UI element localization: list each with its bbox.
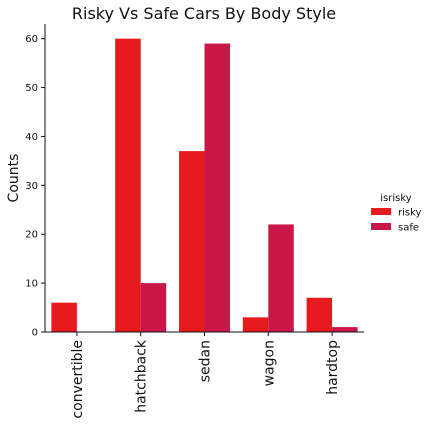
y-tick-label: 10 (25, 279, 38, 290)
bar-safe-sedan (204, 43, 231, 333)
bar-safe-hardtop (332, 327, 358, 332)
y-tick-label: 50 (25, 83, 38, 94)
bar-risky-hatchback (115, 38, 141, 333)
legend-swatch-safe (371, 223, 391, 230)
legend: isrisky risky safe (371, 193, 422, 234)
legend-swatch-risky (371, 208, 391, 215)
bars-group (51, 38, 358, 333)
x-tick-label-convertible: convertible (70, 340, 86, 419)
y-tick-label: 60 (25, 34, 38, 45)
y-tick-label: 20 (25, 230, 38, 241)
y-tick-label: 30 (25, 181, 38, 192)
x-tick-label-wagon: wagon (261, 340, 277, 386)
y-tick-label: 0 (32, 328, 38, 339)
bar-risky-wagon (242, 317, 269, 332)
chart-title: Risky Vs Safe Cars By Body Style (72, 4, 336, 23)
x-tick-label-hardtop: hardtop (325, 340, 341, 395)
legend-title: isrisky (380, 193, 412, 204)
legend-items: risky safe (371, 208, 422, 234)
bar-safe-wagon (268, 224, 294, 332)
x-axis-ticks: convertible hatchback sedan wagon hardtop (70, 332, 341, 419)
y-tick-label: 40 (25, 132, 38, 143)
bar-risky-sedan (178, 151, 205, 332)
bar-safe-hatchback (140, 283, 167, 332)
legend-label-risky: risky (398, 208, 422, 219)
x-tick-label-sedan: sedan (198, 340, 214, 382)
y-axis-ticks: 0 10 20 30 40 50 60 (25, 34, 45, 339)
bar-risky-hardtop (306, 297, 333, 332)
x-tick-label-hatchback: hatchback (134, 339, 150, 413)
legend-label-safe: safe (398, 223, 419, 234)
y-axis-label: Counts (6, 154, 22, 203)
bar-risky-convertible (51, 302, 77, 332)
